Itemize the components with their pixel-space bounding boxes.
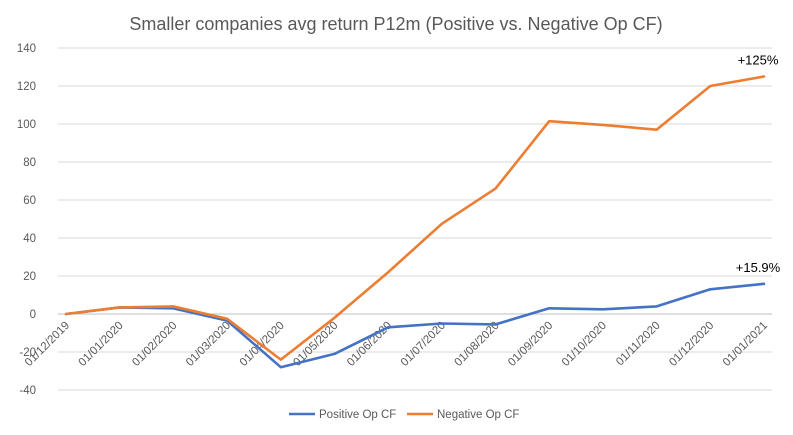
x-tick-label: 01/11/2020 (614, 320, 663, 369)
x-tick-label: 01/01/2020 (77, 320, 126, 369)
y-axis-ticks: -40 -20 0 20 40 60 80 100 120 140 (17, 43, 36, 397)
legend-label: Negative Op CF (437, 409, 519, 421)
x-tick-label: 01/08/2020 (452, 320, 501, 369)
annotation-label: +15.9% (736, 260, 781, 275)
x-tick-label: 01/10/2020 (560, 320, 609, 369)
x-tick-label: 01/03/2020 (184, 320, 233, 369)
x-tick-label: 01/01/2021 (721, 320, 770, 369)
y-tick-label: -20 (19, 347, 36, 359)
y-tick-label: 100 (17, 119, 36, 131)
gridlines (58, 47, 772, 391)
series-lines (64, 75, 766, 369)
chart-title: Smaller companies avg return P12m (Posit… (129, 14, 662, 34)
y-tick-label: 0 (30, 309, 36, 321)
y-tick-label: 80 (23, 157, 36, 169)
annotations: +125% +15.9% (736, 53, 781, 275)
annotation-label: +125% (738, 53, 779, 68)
y-tick-label: 120 (17, 81, 36, 93)
x-tick-label: 01/12/2019 (23, 320, 72, 369)
y-tick-label: 60 (23, 195, 36, 207)
legend: Positive Op CF Negative Op CF (289, 409, 519, 421)
x-tick-label: 01/02/2020 (130, 320, 179, 369)
y-tick-label: 140 (17, 43, 36, 55)
y-tick-label: 20 (23, 271, 36, 283)
y-tick-label: 40 (23, 233, 36, 245)
series-line-0 (64, 282, 766, 369)
y-tick-label: -40 (19, 385, 36, 397)
x-tick-label: 01/12/2020 (667, 320, 716, 369)
series-line-1 (64, 75, 766, 361)
x-tick-label: 01/09/2020 (506, 320, 555, 369)
legend-label: Positive Op CF (319, 409, 396, 421)
